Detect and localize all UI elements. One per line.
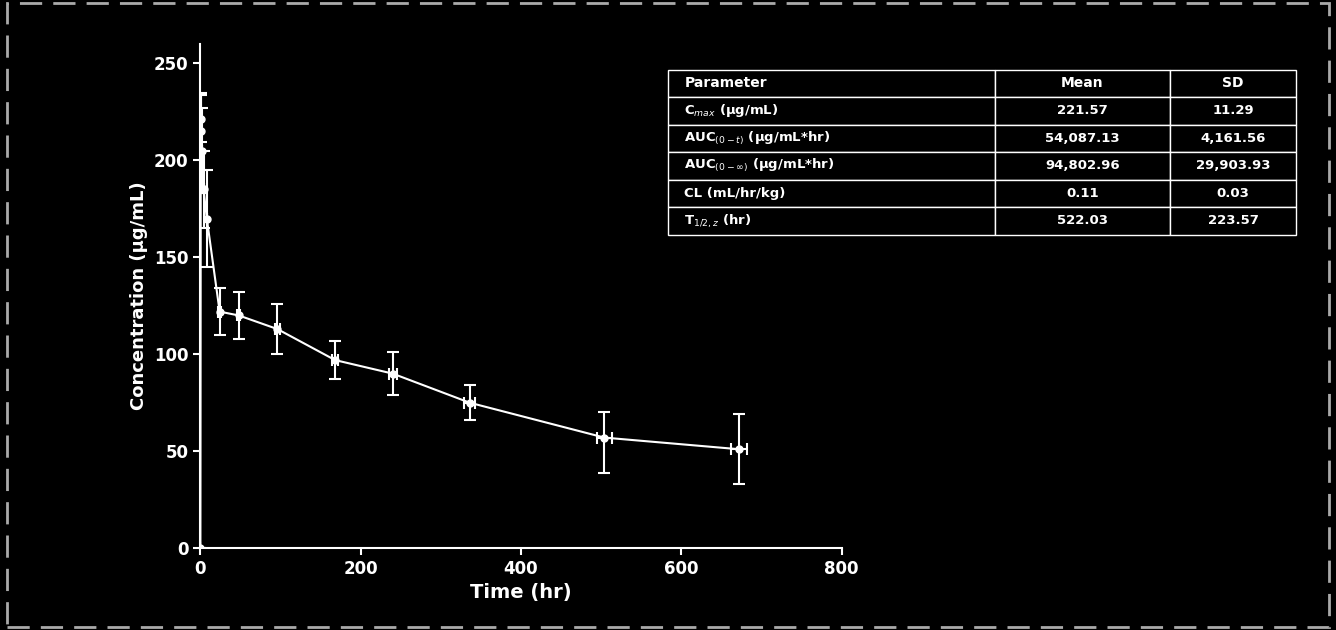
Y-axis label: Concentration (μg/mL): Concentration (μg/mL) bbox=[131, 182, 148, 410]
X-axis label: Time (hr): Time (hr) bbox=[470, 583, 572, 602]
